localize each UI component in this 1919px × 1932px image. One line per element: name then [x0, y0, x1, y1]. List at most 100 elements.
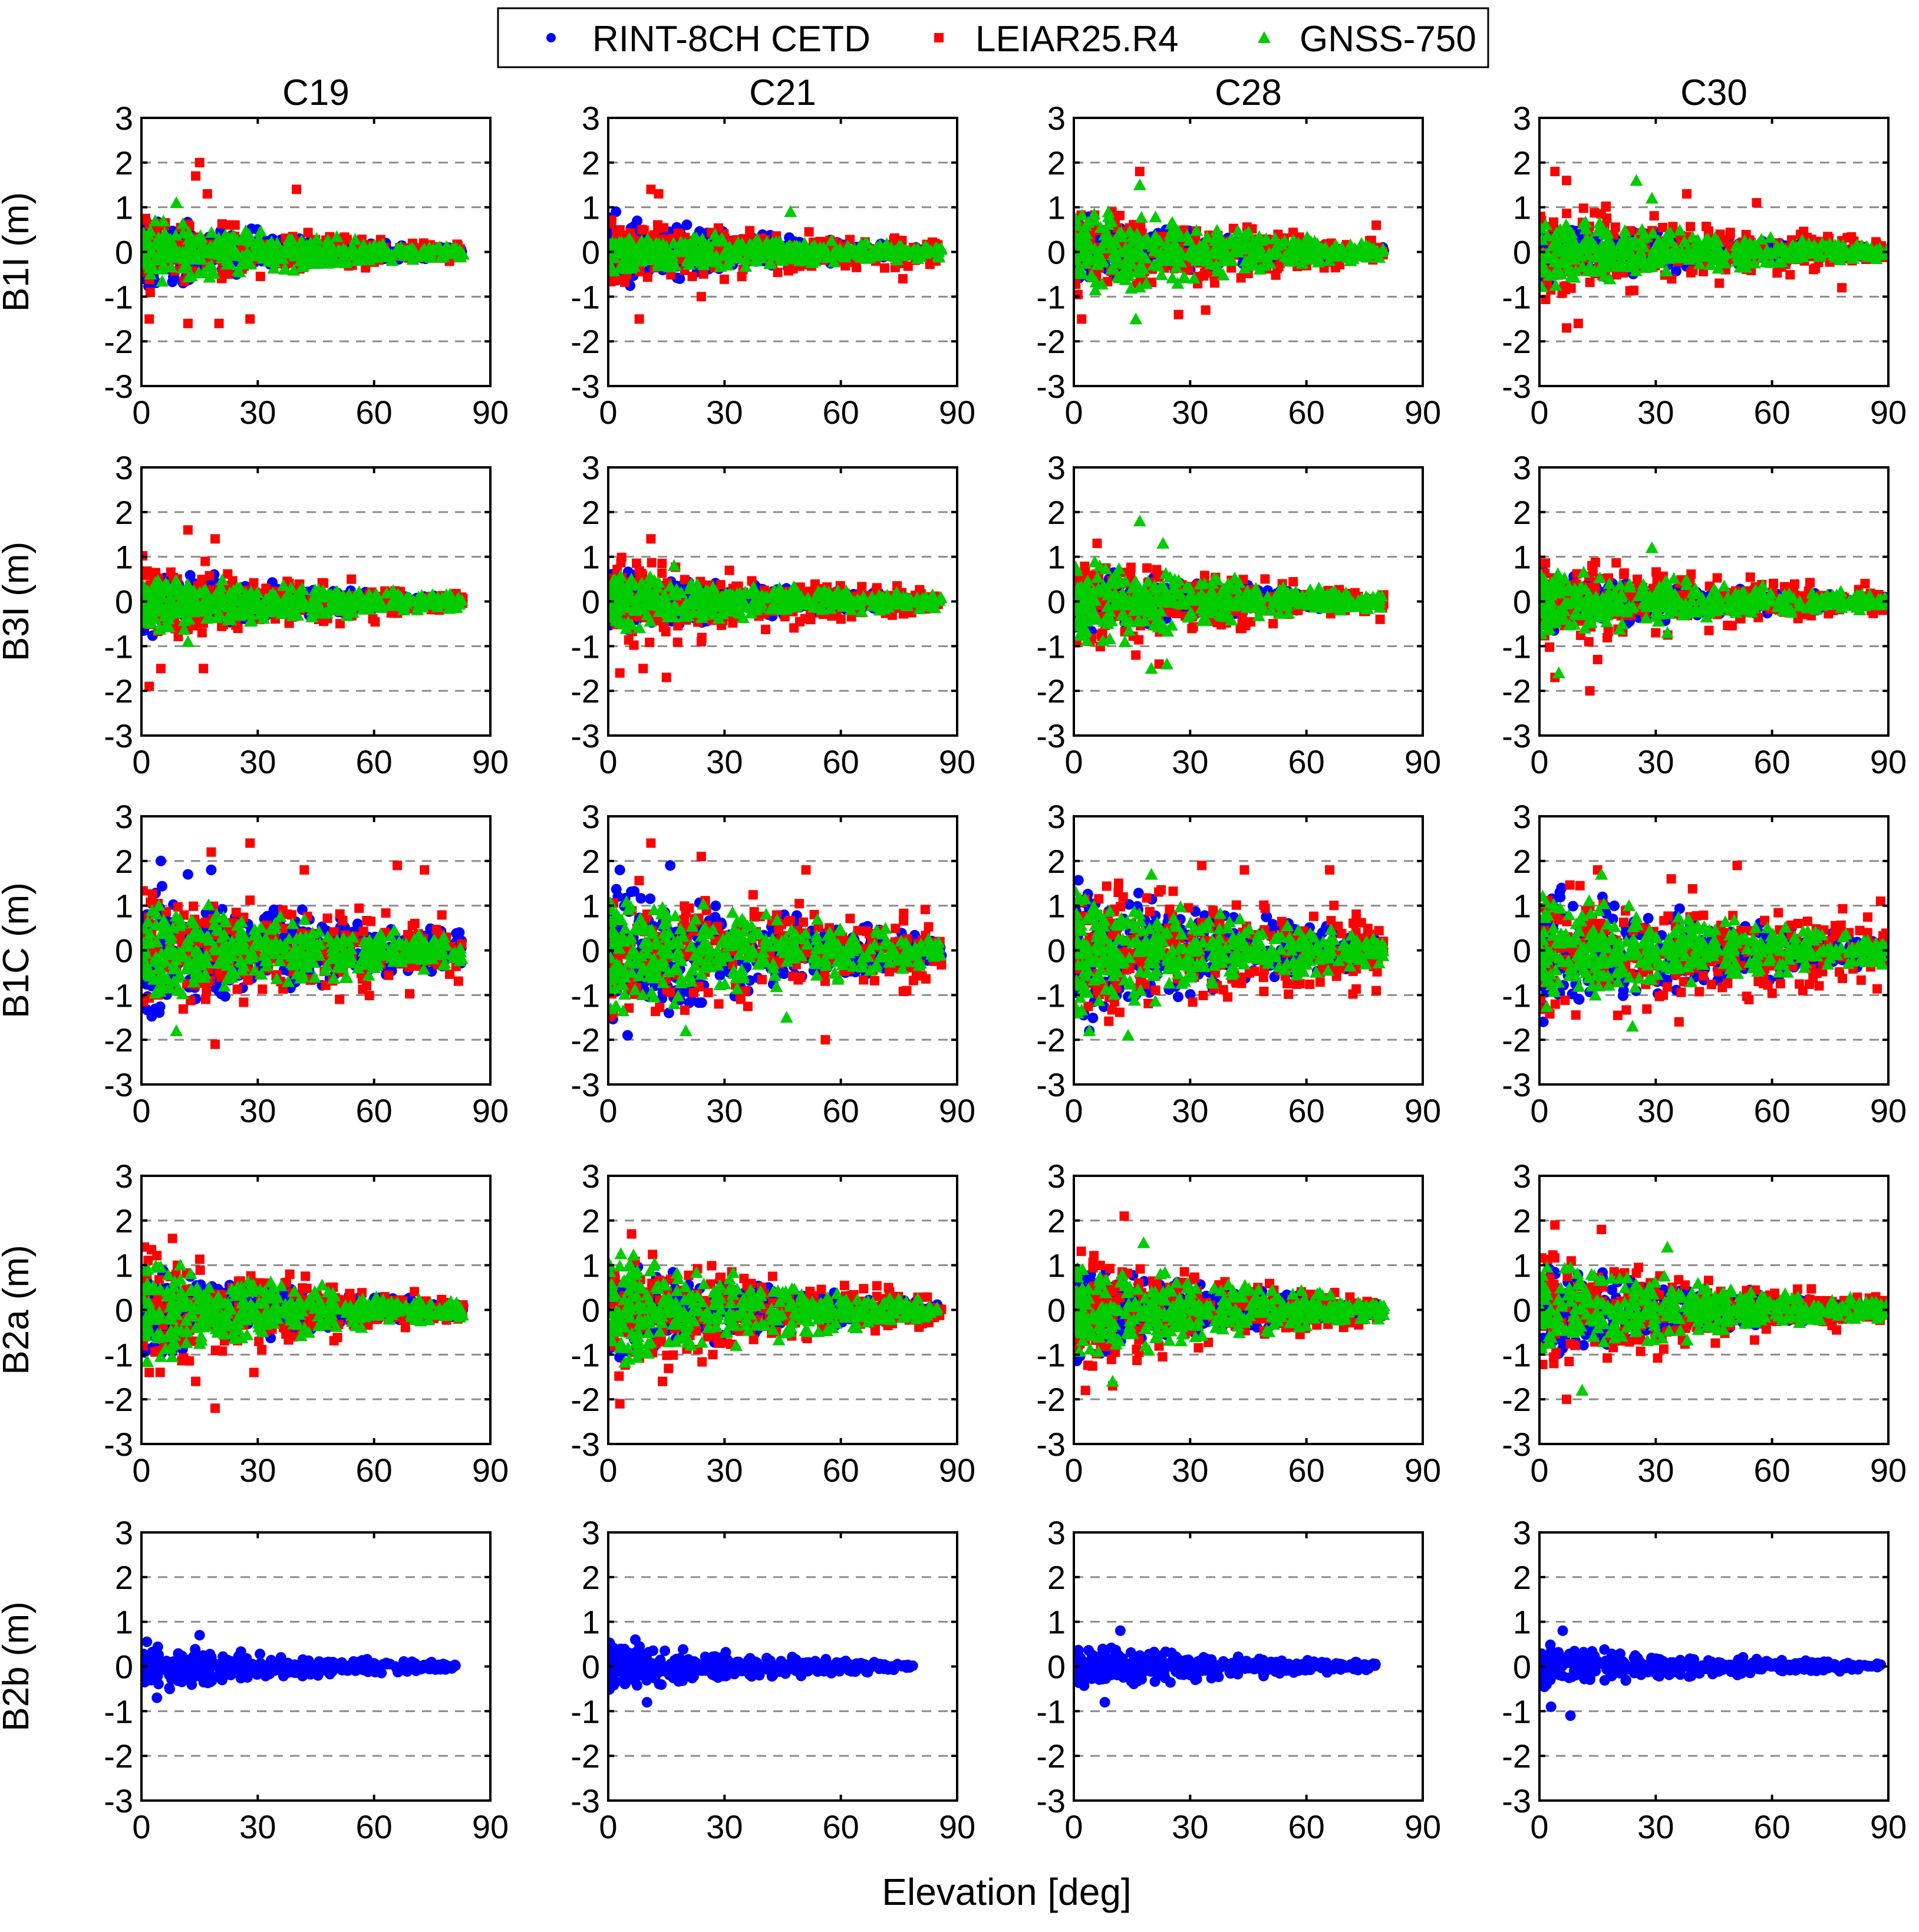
- data-point-leiar: [698, 269, 708, 279]
- data-point-gnss: [1738, 234, 1752, 246]
- data-point-leiar: [879, 263, 889, 273]
- data-point-gnss: [1183, 234, 1196, 246]
- data-point-gnss: [1591, 250, 1605, 263]
- data-point-leiar-outlier: [1837, 283, 1847, 293]
- data-point-gnss: [1239, 235, 1253, 248]
- row-label-b3i: B3I (m): [0, 542, 37, 661]
- data-point-gnss: [1747, 256, 1761, 269]
- data-point-gnss: [366, 244, 380, 256]
- data-point-gnss: [1294, 239, 1307, 250]
- data-point-gnss: [1582, 248, 1595, 261]
- data-point-gnss: [1607, 255, 1620, 268]
- data-point-gnss: [345, 245, 358, 257]
- y-tick-label: -3: [571, 368, 600, 405]
- data-point-gnss: [1253, 262, 1267, 275]
- data-point-gnss: [1549, 279, 1562, 291]
- data-point-gnss: [276, 245, 289, 257]
- data-point-gnss: [206, 243, 219, 255]
- data-point-leiar-outlier: [199, 664, 209, 674]
- data-point-gnss: [1599, 260, 1613, 272]
- data-point-gnss: [916, 246, 930, 258]
- data-point-gnss: [1166, 216, 1179, 228]
- data-point-leiar-outlier: [1752, 198, 1762, 208]
- data-point-gnss: [1122, 263, 1135, 275]
- data-point-gnss: [689, 248, 703, 261]
- data-point-gnss: [141, 238, 154, 250]
- data-point-leiar: [141, 215, 148, 225]
- data-point-gnss: [1119, 241, 1132, 253]
- data-point-gnss: [614, 242, 628, 254]
- data-point-leiar: [1562, 209, 1572, 219]
- data-point-leiar: [1115, 210, 1125, 220]
- data-point-gnss: [1770, 242, 1784, 254]
- data-point-gnss: [402, 245, 416, 256]
- data-point-gnss: [1184, 243, 1198, 255]
- data-point-gnss: [441, 241, 454, 253]
- data-point-leiar: [1209, 278, 1219, 288]
- data-point-leiar: [852, 262, 862, 272]
- data-point-rint-outlier: [611, 206, 622, 217]
- data-point-gnss: [618, 256, 631, 268]
- y-tick-label: 2: [1513, 144, 1531, 182]
- data-point-leiar: [1725, 228, 1735, 238]
- data-point-gnss: [1255, 250, 1268, 262]
- data-point-leiar: [217, 219, 227, 229]
- x-tick-label: 90: [1404, 394, 1441, 431]
- data-point-leiar: [1714, 278, 1725, 288]
- x-tick-label: 30: [239, 394, 276, 431]
- scatter-points: [1539, 167, 1888, 333]
- data-point-gnss: [1673, 223, 1687, 236]
- data-point-gnss: [1301, 252, 1314, 264]
- data-point-gnss: [1806, 247, 1819, 259]
- y-tick-label: 1: [1513, 189, 1531, 226]
- data-point-gnss: [932, 249, 945, 261]
- data-point-gnss: [1663, 226, 1677, 238]
- data-point-gnss: [1209, 258, 1223, 271]
- y-tick-label: -2: [1036, 323, 1066, 360]
- data-point-gnss: [678, 242, 691, 254]
- data-point-gnss: [1605, 248, 1618, 260]
- data-point-gnss: [1558, 240, 1572, 253]
- x-tick-label: 60: [356, 394, 393, 431]
- legend-box: [497, 7, 1489, 68]
- data-point-gnss: [1881, 241, 1888, 253]
- data-point-gnss: [827, 255, 841, 268]
- data-point-leiar-outlier: [156, 664, 166, 674]
- data-point-gnss: [1359, 249, 1372, 261]
- data-point-gnss-outlier: [1630, 174, 1643, 186]
- data-point-leiar: [200, 556, 210, 566]
- data-point-gnss: [1808, 239, 1821, 251]
- data-point-gnss: [1616, 244, 1630, 256]
- data-point-gnss: [644, 251, 657, 263]
- data-point-leiar: [1271, 270, 1281, 280]
- data-point-gnss: [1373, 250, 1386, 263]
- data-point-rint: [184, 570, 196, 581]
- data-point-gnss: [1646, 226, 1660, 239]
- legend-label-gnss: GNSS-750: [1300, 19, 1476, 60]
- data-point-gnss: [271, 236, 284, 249]
- data-point-gnss: [773, 238, 786, 250]
- data-point-gnss: [829, 246, 842, 258]
- data-point-gnss: [416, 244, 429, 256]
- x-tick-label: 0: [1064, 394, 1083, 431]
- data-point-leiar-outlier: [202, 189, 212, 199]
- data-point-leiar: [687, 272, 697, 281]
- data-point-gnss: [350, 254, 363, 266]
- data-point-gnss: [1239, 255, 1252, 267]
- data-point-gnss: [1230, 235, 1243, 247]
- y-tick-label: -2: [104, 323, 133, 360]
- data-point-rint: [1671, 266, 1681, 277]
- data-point-gnss: [743, 238, 757, 250]
- data-point-gnss: [305, 242, 319, 254]
- data-point-gnss: [243, 234, 256, 246]
- scatter-points: [608, 184, 948, 324]
- data-point-gnss: [330, 230, 344, 242]
- data-point-gnss-outlier: [170, 196, 183, 209]
- scatter-points: [141, 525, 469, 691]
- data-point-leiar: [608, 215, 616, 225]
- data-point-gnss: [1618, 224, 1631, 236]
- data-point-leiar-outlier: [191, 171, 201, 181]
- data-point-leiar-outlier: [144, 681, 154, 691]
- data-point-gnss: [1076, 267, 1089, 279]
- data-point-gnss: [681, 253, 694, 266]
